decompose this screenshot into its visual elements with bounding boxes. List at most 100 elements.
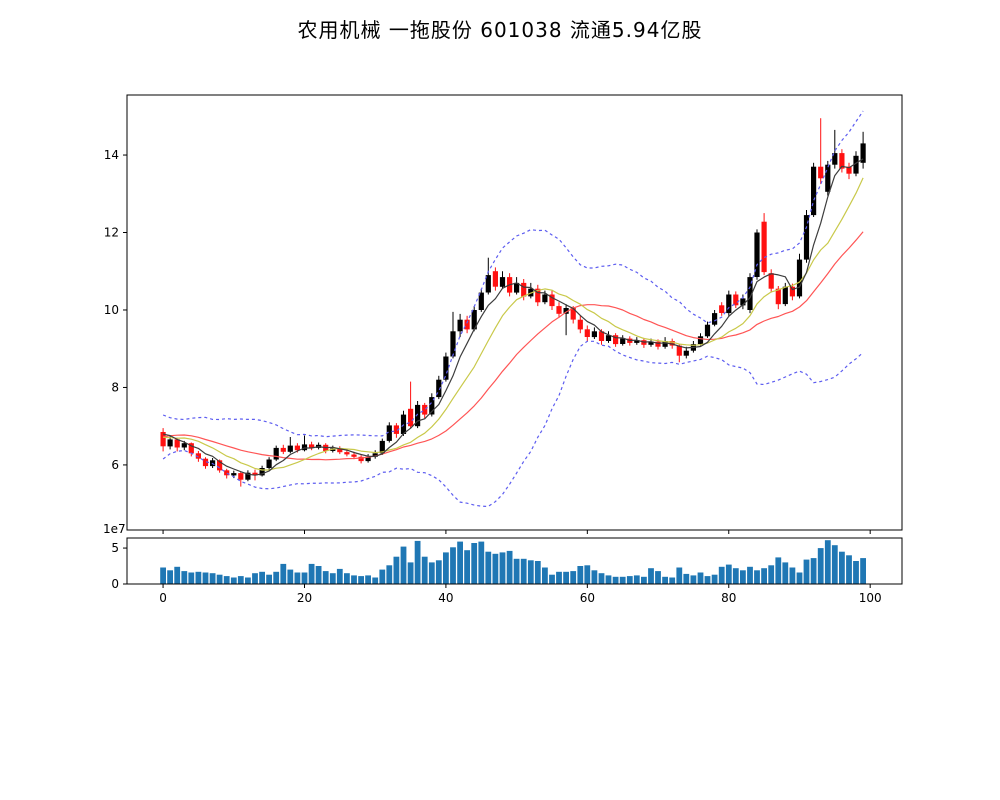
candle-body	[570, 308, 576, 320]
candle-body	[733, 294, 739, 306]
volume-bar	[761, 568, 767, 584]
candle-body	[450, 331, 456, 357]
candle-body	[839, 153, 845, 169]
candle-body	[832, 153, 838, 165]
volume-bar	[817, 548, 824, 584]
volume-offset-label: 1e7	[103, 522, 126, 536]
candle-body	[499, 277, 506, 287]
volume-bar	[563, 571, 569, 584]
volume-bar	[584, 565, 591, 584]
candle-body	[683, 350, 689, 356]
volume-y-tick-label: 0	[111, 577, 119, 591]
candle-body	[266, 459, 272, 468]
volume-bar	[676, 567, 683, 584]
candle-body	[415, 404, 421, 427]
volume-bar	[782, 562, 789, 584]
candle-body	[648, 341, 654, 345]
volume-bar	[245, 577, 251, 584]
ma-5-line	[162, 158, 864, 476]
volume-bar	[478, 541, 485, 584]
volume-bar	[329, 573, 336, 584]
volume-bar	[796, 572, 803, 584]
volume-bar	[506, 550, 513, 584]
volume-bar	[400, 546, 407, 584]
volume-bar	[209, 573, 216, 584]
volume-bar	[188, 572, 195, 584]
x-tick-label: 80	[721, 591, 736, 605]
candle-body	[818, 166, 824, 179]
candle-body	[712, 313, 718, 325]
price-y-tick-label: 12	[104, 226, 119, 240]
volume-panel: 0 5 1e7 0 20 40 60 80 100	[103, 522, 903, 605]
volume-bar	[464, 550, 470, 584]
volume-bar	[273, 571, 280, 584]
candle-body	[379, 440, 385, 454]
candle-body	[238, 473, 244, 480]
candle-body	[719, 305, 725, 313]
volume-bar	[315, 566, 322, 584]
candle-body	[365, 456, 371, 462]
volume-bar	[690, 575, 697, 584]
candle-body	[782, 286, 788, 305]
volume-bar	[294, 572, 301, 584]
volume-bar	[839, 551, 845, 584]
candle-body	[655, 341, 661, 347]
candle-body	[492, 271, 498, 287]
candle-body	[846, 166, 852, 174]
volume-bar	[393, 556, 400, 584]
volume-bar	[301, 572, 308, 584]
volume-bar	[287, 569, 294, 584]
candle-body	[535, 288, 541, 303]
candle-body	[761, 221, 767, 273]
volume-bar	[810, 558, 817, 584]
candle-body	[457, 319, 463, 332]
candle-body	[542, 294, 548, 303]
volume-bar	[662, 576, 668, 584]
candle-body	[436, 379, 442, 398]
volume-bar	[216, 574, 223, 584]
volume-bar	[443, 552, 449, 584]
volume-bar	[556, 571, 562, 584]
volume-bar	[414, 540, 421, 584]
candle-body	[789, 286, 795, 297]
candle-body	[337, 448, 343, 453]
candle-body	[825, 164, 831, 192]
price-axes-frame	[126, 94, 903, 531]
candle-body	[521, 282, 527, 297]
volume-bar	[641, 576, 647, 584]
candle-body	[796, 259, 803, 297]
volume-bar	[591, 570, 598, 584]
volume-bar	[336, 568, 343, 584]
volume-bar	[266, 574, 272, 584]
volume-bar	[725, 564, 732, 584]
price-y-tick-label: 8	[111, 380, 119, 394]
volume-bar	[605, 575, 612, 584]
candle-body	[634, 340, 640, 343]
volume-bar	[499, 552, 506, 584]
volume-bar	[252, 573, 258, 584]
candle-body	[478, 292, 484, 310]
volume-bar	[704, 576, 711, 584]
candle-body	[358, 456, 364, 462]
candle-body	[386, 425, 392, 441]
candle-body	[549, 294, 555, 307]
candle-body	[429, 397, 435, 415]
candle-body	[726, 294, 732, 314]
volume-bar	[860, 558, 866, 584]
candle-body	[259, 468, 265, 476]
volume-bar	[351, 575, 357, 584]
volume-bar	[824, 540, 831, 584]
volume-bar	[570, 571, 577, 584]
volume-bar	[549, 574, 555, 584]
volume-bar	[181, 571, 188, 584]
candle-body	[443, 356, 449, 380]
candle-body	[598, 331, 605, 341]
volume-bar	[754, 570, 760, 584]
volume-bar	[534, 561, 541, 584]
volume-bar	[167, 570, 173, 584]
candle-body	[372, 453, 378, 457]
volume-y-tick-label: 5	[111, 541, 119, 555]
volume-bar	[471, 543, 478, 584]
candle-body	[775, 288, 781, 305]
